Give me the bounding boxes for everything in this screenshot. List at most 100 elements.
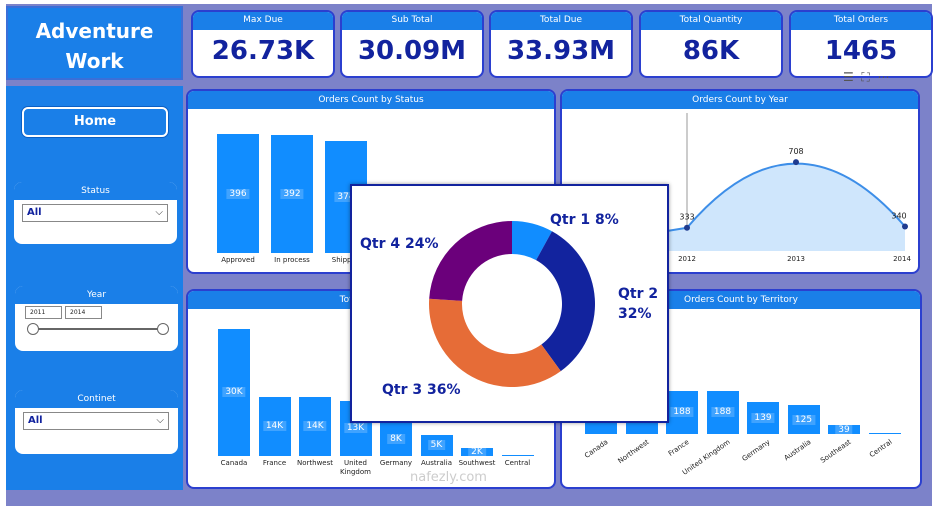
bar-southwest — [461, 447, 493, 456]
kpi-max-due: Max Due 26.73K — [191, 10, 335, 78]
year-from-input[interactable]: 2011 — [25, 306, 62, 319]
data-point — [902, 223, 908, 230]
kpi-value: 1465 — [824, 36, 898, 66]
x-tick-label: Central — [867, 438, 894, 460]
year-to-input[interactable]: 2014 — [65, 306, 102, 319]
home-button[interactable]: Home — [22, 107, 168, 137]
bar-central — [868, 433, 901, 434]
year-slider-end-handle[interactable] — [157, 323, 169, 335]
data-label: 5K — [427, 440, 446, 451]
continent-slicer-label: Continet — [15, 390, 178, 408]
x-tick-label: Australia — [421, 459, 452, 467]
x-tick-label: 2014 — [893, 255, 911, 263]
bar-france — [258, 396, 291, 456]
data-point — [684, 224, 690, 231]
bar-in-process — [271, 135, 313, 253]
data-label: 396 — [226, 188, 250, 199]
x-tick-label: 2013 — [787, 255, 805, 263]
x-tick-label: Central — [504, 459, 531, 467]
data-label: 13K — [343, 423, 368, 434]
bar-approved — [217, 134, 259, 253]
chevron-down-icon: ⌵ — [156, 415, 164, 426]
data-label: 14K — [262, 421, 287, 432]
year-slider-start-handle[interactable] — [27, 323, 39, 335]
donut-slice-qtr-4 — [429, 221, 512, 301]
data-label: 392 — [280, 189, 304, 200]
donut-slice-qtr-1 — [512, 221, 552, 261]
more-options-icon[interactable]: ⋯ — [877, 70, 890, 84]
kpi-value: 33.93M — [506, 36, 616, 66]
data-label: 125 — [791, 414, 816, 425]
kpi-label: Max Due — [193, 12, 333, 30]
chart-title: Orders Count by Status — [188, 91, 554, 109]
donut-data-label: Qtr 3 36% — [382, 382, 461, 398]
data-label: 30K — [222, 387, 246, 398]
bar-germany — [380, 422, 412, 456]
x-tick-label: Southeast — [819, 438, 853, 465]
kpi-total-quantity: Total Quantity 86K — [639, 10, 783, 78]
chart-title: Orders Count by Year — [562, 91, 918, 109]
data-label: 708 — [788, 147, 803, 156]
kpi-value: 26.73K — [211, 36, 315, 66]
app-title: Adventure Work — [6, 6, 183, 80]
kpi-sub-total: Sub Total 30.09M — [340, 10, 484, 78]
bar-australia — [787, 405, 820, 434]
data-label: 374 — [334, 191, 358, 202]
watermark: nafezly.com — [410, 470, 487, 485]
data-label: 8K — [387, 434, 405, 444]
data-label: 139 — [751, 413, 775, 423]
status-slicer-label: Status — [14, 182, 177, 200]
focus-mode-icon[interactable]: ⛶ — [861, 70, 870, 84]
bar-southeast — [828, 425, 860, 434]
data-label: 39 — [835, 424, 853, 435]
chevron-down-icon: ⌵ — [155, 207, 163, 218]
kpi-total-due: Total Due 33.93M — [489, 10, 633, 78]
data-label: 188 — [670, 407, 694, 418]
bar-canada — [218, 328, 250, 456]
x-tick-label: Northwest — [615, 438, 651, 466]
donut-data-label: Qtr 4 24% — [360, 236, 439, 252]
kpi-label: Total Quantity — [641, 12, 781, 30]
kpi-total-orders: Total Orders 1465 — [789, 10, 933, 78]
filter-icon[interactable]: ☰ — [843, 70, 854, 84]
kpi-value: 30.09M — [357, 36, 467, 66]
data-label: 340 — [891, 212, 906, 221]
x-tick-label: 2012 — [678, 255, 696, 263]
data-label: 188 — [710, 407, 735, 418]
x-tick-label: France — [262, 459, 287, 467]
status-dropdown[interactable]: All ⌵ — [22, 204, 168, 222]
donut-data-label: Qtr 2 32% — [618, 286, 659, 322]
bar-australia — [420, 434, 453, 456]
x-tick-label: France — [666, 438, 691, 458]
x-tick-label: Australia — [782, 438, 813, 463]
continent-slicer: Continet All ⌵ — [15, 390, 178, 454]
donut-slice-qtr-3 — [429, 298, 561, 387]
visual-header-icons: ☰ ⛶ ⋯ — [843, 70, 889, 85]
bar-france — [666, 390, 698, 434]
year-slider-track[interactable] — [33, 328, 163, 330]
x-tick-label: In process — [274, 256, 310, 264]
donut-data-label: Qtr 1 8% — [550, 212, 619, 228]
x-tick-label: Southwest — [458, 459, 496, 467]
x-tick-label: Germany — [740, 438, 772, 464]
x-tick-label: Approved — [221, 256, 255, 264]
bar-central — [501, 454, 534, 456]
x-tick-label: Canada — [583, 438, 610, 460]
kpi-label: Total Orders — [791, 12, 931, 30]
data-label: 14K — [303, 421, 327, 432]
status-value: All — [27, 207, 42, 218]
data-label: 333 — [679, 213, 694, 222]
data-label: 2K — [468, 446, 486, 457]
continent-value: All — [28, 415, 43, 426]
continent-dropdown[interactable]: All ⌵ — [23, 412, 169, 430]
kpi-label: Sub Total — [342, 12, 482, 30]
bar-northwest — [299, 396, 331, 456]
data-point — [793, 159, 799, 166]
x-tick-label: United Kingdom — [340, 459, 371, 476]
kpi-value: 86K — [682, 36, 740, 66]
x-tick-label: Shipped — [331, 256, 361, 264]
area-fill — [562, 163, 905, 253]
kpi-label: Total Due — [491, 12, 631, 30]
quarter-donut-tooltip: Qtr 1 8% Qtr 2 32% Qtr 3 36% Qtr 4 24% — [350, 184, 669, 423]
donut-slice-qtr-2 — [536, 231, 595, 372]
